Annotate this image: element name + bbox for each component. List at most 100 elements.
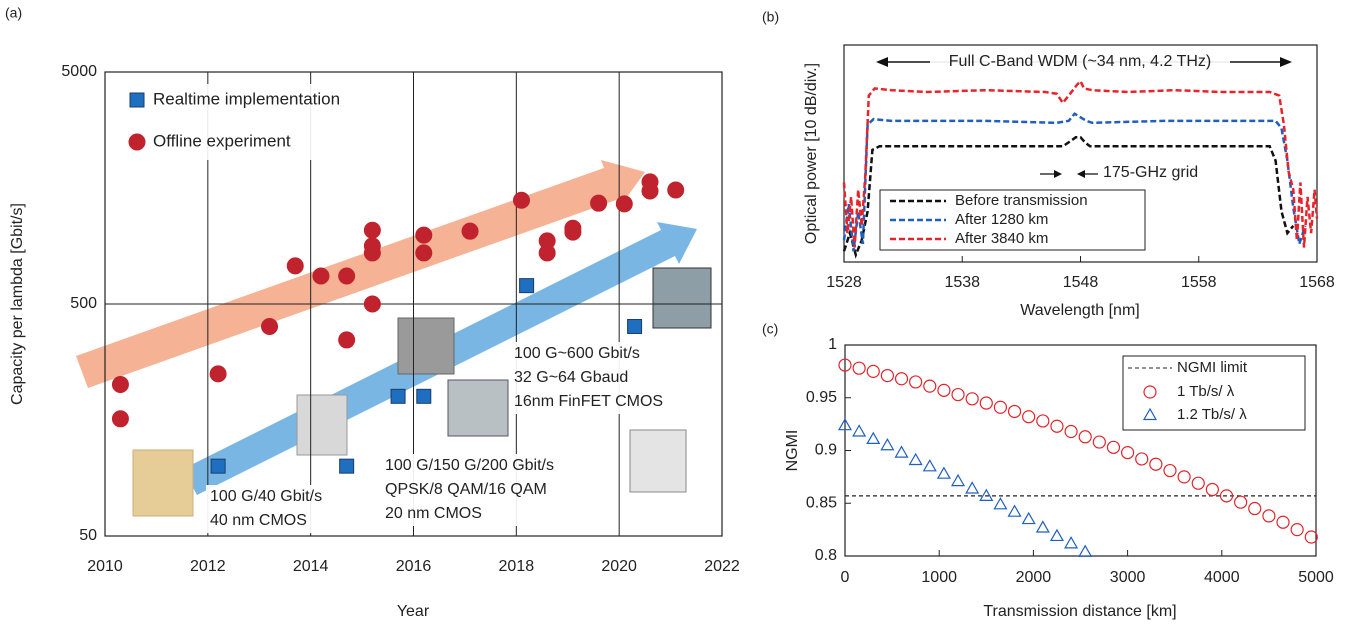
legend-box	[120, 84, 382, 160]
panel-label: (c)	[762, 321, 778, 337]
x-tick-label: 2018	[499, 558, 535, 575]
data-point	[894, 445, 909, 458]
chip-photo	[397, 317, 455, 375]
data-point	[1205, 482, 1219, 497]
annotation-bg	[381, 454, 593, 526]
chip-photo	[296, 394, 348, 456]
x-tick-label: 1000	[921, 569, 957, 586]
chip-photo	[132, 449, 194, 517]
data-point	[979, 488, 994, 501]
spectrum-line	[842, 79, 1319, 248]
x-tick-label: 2022	[704, 558, 740, 575]
y-tick-label: 0.9	[815, 442, 837, 459]
data-point	[111, 375, 129, 393]
data-point	[1078, 430, 1092, 444]
y-tick-label: 5000	[61, 63, 97, 80]
legend-label: 1 Tb/s/ λ	[1177, 383, 1235, 400]
data-point	[615, 195, 633, 213]
data-point	[363, 221, 381, 239]
data-point	[936, 466, 951, 479]
data-point	[937, 383, 951, 397]
data-point	[312, 267, 330, 285]
legend-swatch	[128, 133, 146, 151]
x-tick-label: 0	[841, 569, 850, 586]
data-point	[979, 396, 993, 410]
data-point	[1050, 419, 1064, 433]
annotation: 40 nm CMOS	[210, 512, 307, 529]
legend-label: NGMI limit	[1177, 359, 1248, 376]
data-point	[1177, 470, 1191, 484]
annotation-bg	[206, 485, 356, 533]
data-point	[922, 459, 937, 472]
x-tick-label: 1548	[1063, 274, 1099, 291]
data-point	[564, 223, 582, 241]
data-point	[1007, 404, 1022, 419]
y-axis-title: Optical power [10 dB/div.]	[803, 63, 820, 244]
y-axis-title: Capacity per lambda [Gbit/s]	[9, 203, 26, 405]
data-point	[965, 392, 979, 406]
legend-swatch	[1142, 407, 1158, 421]
annotation-bg	[930, 50, 1230, 74]
y-tick-label: 0.8	[815, 547, 837, 564]
legend-label: After 3840 km	[955, 230, 1048, 247]
legend-swatch	[129, 92, 145, 108]
data-point	[838, 358, 852, 372]
legend-label: After 1280 km	[955, 211, 1048, 228]
data-point	[538, 244, 556, 262]
annotation: 100 G/40 Gbit/s	[210, 488, 322, 505]
trend-arrow-offline	[76, 160, 645, 388]
spectrum-line	[842, 112, 1307, 252]
legend-label: 1.2 Tb/s/ λ	[1177, 406, 1247, 423]
arrow-head	[1077, 170, 1085, 178]
data-point	[1219, 489, 1234, 503]
data-point	[852, 361, 866, 375]
legend-label: Offline experiment	[153, 131, 291, 150]
annotation: 16nm FinFET CMOS	[514, 393, 663, 410]
annotation: QPSK/8 QAM/16 QAM	[385, 481, 547, 498]
arrow-head	[1280, 57, 1292, 67]
y-tick-label: 50	[79, 527, 97, 544]
x-tick-label: 2012	[190, 558, 226, 575]
arrow-head	[876, 57, 888, 67]
data-point	[1276, 515, 1290, 529]
x-tick-label: 1558	[1181, 274, 1217, 291]
arrow-head	[1054, 170, 1062, 178]
x-tick-label: 1528	[826, 274, 862, 291]
x-tick-label: 1568	[1299, 274, 1335, 291]
data-point	[261, 317, 279, 335]
chip-photo	[447, 379, 509, 437]
decorations	[76, 57, 1292, 517]
chip-photo	[629, 429, 687, 493]
data-point	[339, 458, 355, 474]
x-tick-label: 2000	[1016, 569, 1052, 586]
y-tick-label: 0.95	[806, 389, 837, 406]
data-point	[1092, 435, 1106, 449]
data-point	[909, 375, 923, 389]
data-point	[1035, 520, 1050, 533]
data-point	[1064, 424, 1078, 439]
annotation: Full C-Band WDM (~34 nm, 4.2 THz)	[949, 53, 1211, 70]
data-point	[1304, 530, 1318, 544]
data-point	[338, 267, 356, 285]
data-point	[1234, 495, 1248, 509]
y-tick-label: 1	[828, 336, 837, 353]
data-point	[627, 318, 643, 334]
data-point	[951, 387, 965, 402]
annotation: 32 G~64 Gbaud	[514, 369, 628, 386]
data-point	[519, 278, 535, 294]
legend-label: Before transmission	[955, 192, 1088, 209]
x-axis-title: Transmission distance [km]	[983, 603, 1176, 620]
data-point	[667, 181, 685, 199]
annotation-bg	[510, 342, 702, 414]
data-point	[415, 226, 433, 244]
x-tick-label: 2014	[293, 558, 329, 575]
x-tick-label: 2016	[396, 558, 432, 575]
data-point	[416, 388, 432, 404]
data-point	[363, 244, 381, 262]
data-point	[1120, 446, 1135, 460]
data-point	[1078, 544, 1093, 557]
y-axis-title: NGMI	[784, 430, 801, 472]
data-point	[1021, 511, 1036, 525]
data-point	[1022, 410, 1036, 424]
